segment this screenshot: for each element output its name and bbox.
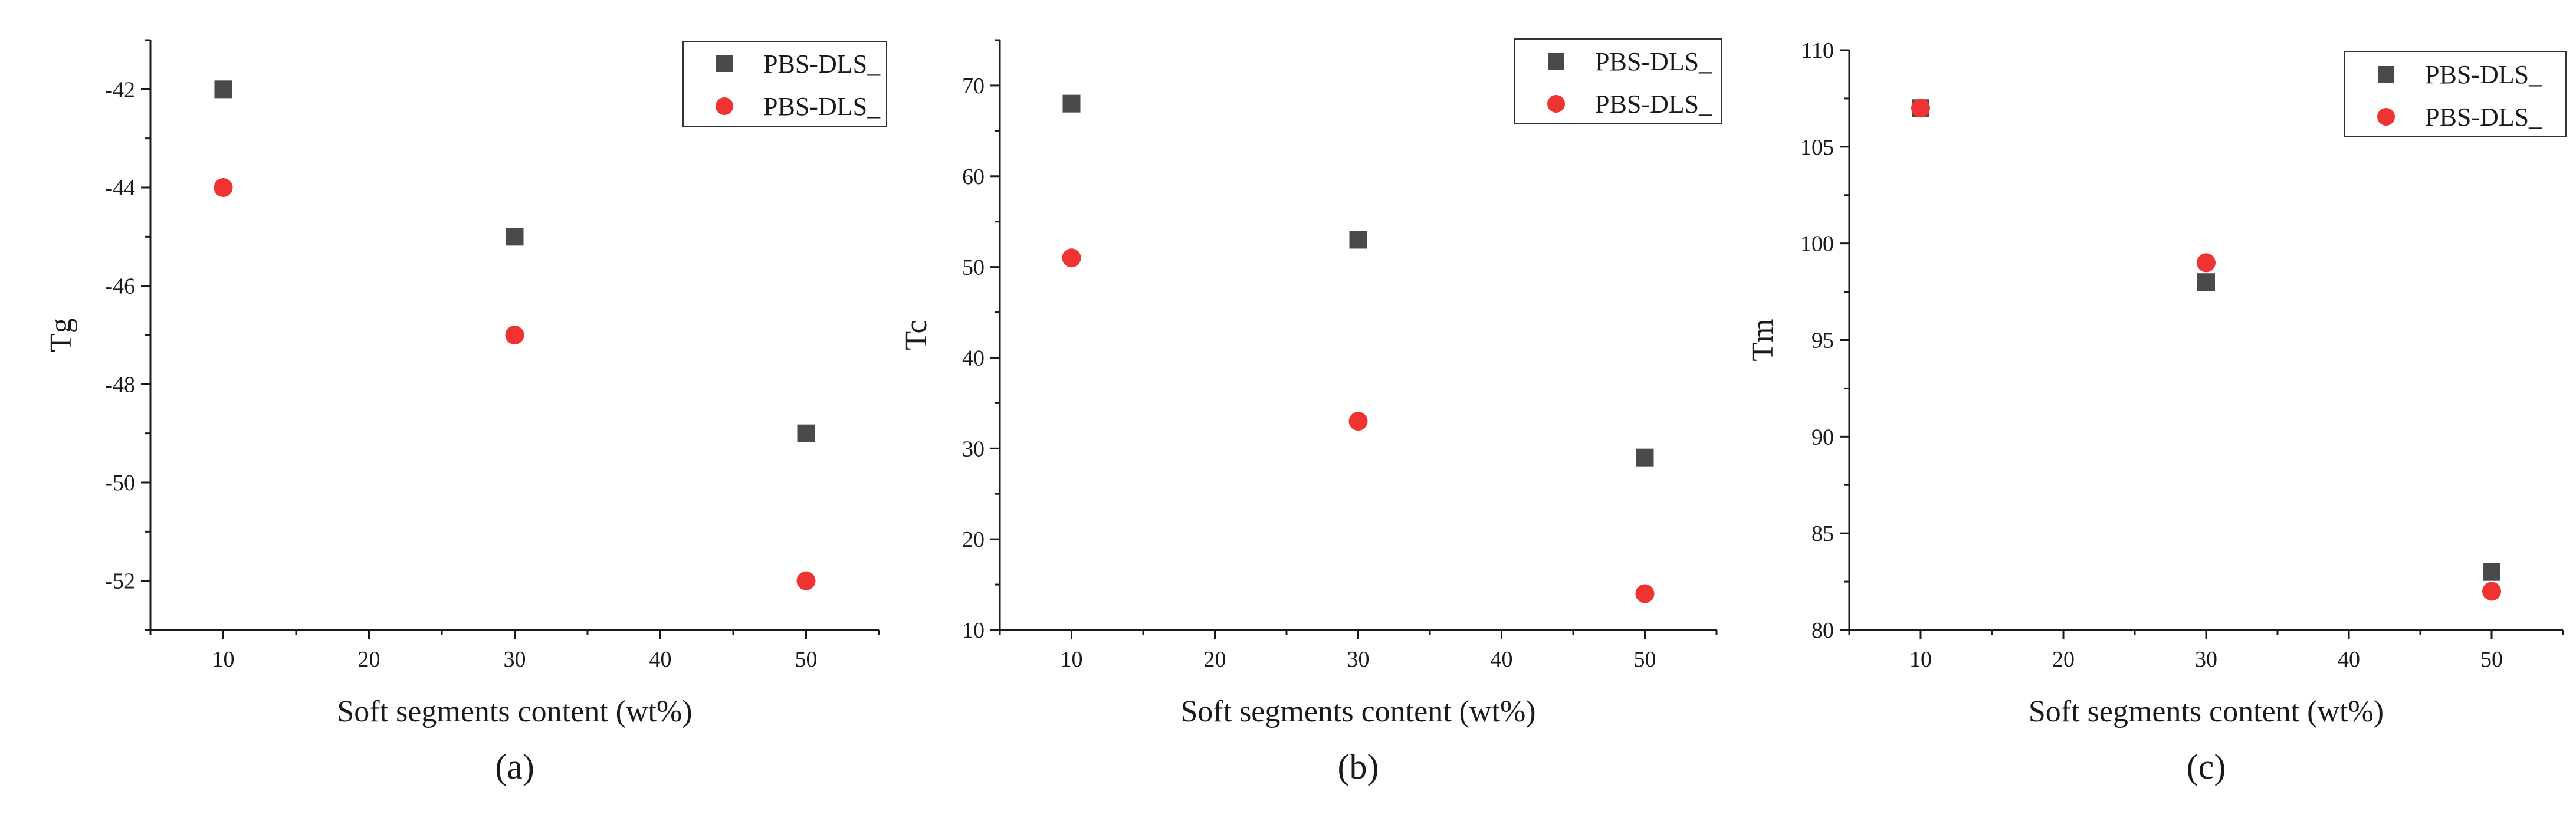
- series-1: [1062, 94, 1654, 467]
- x-axis-title: Soft segments content (wt%): [2029, 695, 2384, 728]
- data-point: [1911, 99, 1930, 118]
- y-tick-label: 100: [1800, 232, 1834, 257]
- x-tick-label: 50: [1634, 647, 1656, 672]
- series-1: [214, 80, 815, 442]
- x-axis-title: Soft segments content (wt%): [1180, 695, 1535, 728]
- legend-label: PBS-DLS_: [1595, 47, 1712, 76]
- series-2: [214, 178, 816, 590]
- data-point: [797, 424, 815, 442]
- data-point: [1635, 584, 1655, 603]
- y-tick-label: 60: [962, 165, 985, 189]
- y-axis-title: Tg: [44, 318, 78, 352]
- x-tick-label: 20: [358, 647, 380, 672]
- x-tick-label: 50: [795, 647, 818, 672]
- series-2: [1911, 99, 2501, 601]
- legend: PBS-DLS_ PBS-DLS_: [2344, 51, 2567, 137]
- x-axis-title: Soft segments content (wt%): [337, 695, 692, 728]
- y-tick-label: -46: [105, 274, 135, 299]
- y-tick-label: 80: [1812, 618, 1834, 643]
- x-tick-label: 20: [1204, 647, 1226, 672]
- y-tick-label: 85: [1812, 521, 1834, 546]
- panel-2: 10 20 30 40 50 10 20 30 40 50 60 70 Soft segments co…: [900, 38, 1722, 786]
- y-tick-label: -50: [105, 471, 135, 495]
- y-tick-label: -44: [105, 176, 135, 201]
- data-point: [1062, 94, 1081, 113]
- x-tick-label: 40: [649, 647, 672, 672]
- x-tick-label: 30: [2195, 647, 2217, 672]
- y-tick-label: -52: [105, 569, 135, 594]
- y-tick-label: 10: [962, 618, 985, 643]
- legend-marker: [2378, 66, 2394, 83]
- y-tick-label: 90: [1812, 425, 1834, 449]
- data-point: [1062, 248, 1081, 268]
- y-tick-label: 20: [962, 527, 985, 552]
- legend-marker: [1547, 95, 1565, 113]
- legend: PBS-DLS_ PBS-DLS_: [682, 41, 887, 127]
- y-tick-label: 70: [962, 74, 985, 99]
- panel-3: 10 20 30 40 50 80 85 90 95 100 105 110 Soft segments…: [1746, 38, 2567, 786]
- legend-marker: [716, 97, 733, 115]
- y-tick-label: 40: [962, 346, 985, 370]
- x-tick-label: 30: [1347, 647, 1370, 672]
- data-point: [505, 326, 524, 344]
- y-tick-label: 110: [1801, 38, 1834, 63]
- x-tick-label: 10: [212, 647, 235, 672]
- legend-label: PBS-DLS_: [2425, 60, 2542, 89]
- x-tick-label: 40: [2338, 647, 2360, 672]
- x-tick-label: 50: [2480, 647, 2503, 672]
- series-1: [1912, 99, 2500, 581]
- legend-marker: [2377, 108, 2395, 126]
- legend-marker: [1548, 53, 1564, 70]
- panel-label: (a): [495, 747, 534, 786]
- x-tick-label: 20: [2052, 647, 2075, 672]
- y-tick-label: 105: [1800, 135, 1834, 160]
- x-tick-label: 30: [504, 647, 526, 672]
- y-tick-label: -48: [105, 372, 135, 397]
- panel-label: (b): [1338, 747, 1379, 786]
- data-point: [1349, 231, 1367, 249]
- legend: PBS-DLS_ PBS-DLS_: [1514, 38, 1722, 124]
- data-point: [214, 80, 232, 99]
- data-point: [506, 228, 524, 246]
- y-tick-label: 95: [1812, 329, 1834, 353]
- data-point: [2483, 563, 2500, 581]
- y-tick-label: -42: [105, 77, 135, 102]
- y-tick-label: 50: [962, 255, 985, 280]
- legend-label: PBS-DLS_: [2425, 103, 2542, 132]
- x-tick-label: 10: [1061, 647, 1083, 672]
- legend-marker: [716, 55, 733, 72]
- data-point: [2482, 582, 2501, 601]
- panel-1: 10 20 30 40 50 -52 -50 -48 -46 -44 -42 Soft segment…: [44, 39, 887, 786]
- data-point: [214, 178, 233, 197]
- data-point: [2197, 273, 2215, 291]
- x-tick-label: 10: [1909, 647, 1932, 672]
- y-axis-title: Tm: [1746, 319, 1780, 361]
- data-point: [796, 571, 816, 590]
- panel-label: (c): [2187, 747, 2226, 786]
- y-tick-label: 30: [962, 436, 985, 461]
- data-point: [2197, 253, 2216, 273]
- legend-label: PBS-DLS_: [763, 92, 881, 121]
- legend-label: PBS-DLS_: [1595, 90, 1712, 119]
- x-tick-label: 40: [1491, 647, 1513, 672]
- series-2: [1062, 248, 1655, 603]
- legend-label: PBS-DLS_: [763, 50, 881, 78]
- data-point: [1348, 412, 1368, 431]
- y-axis-title: Tc: [900, 320, 933, 350]
- data-point: [1636, 448, 1654, 467]
